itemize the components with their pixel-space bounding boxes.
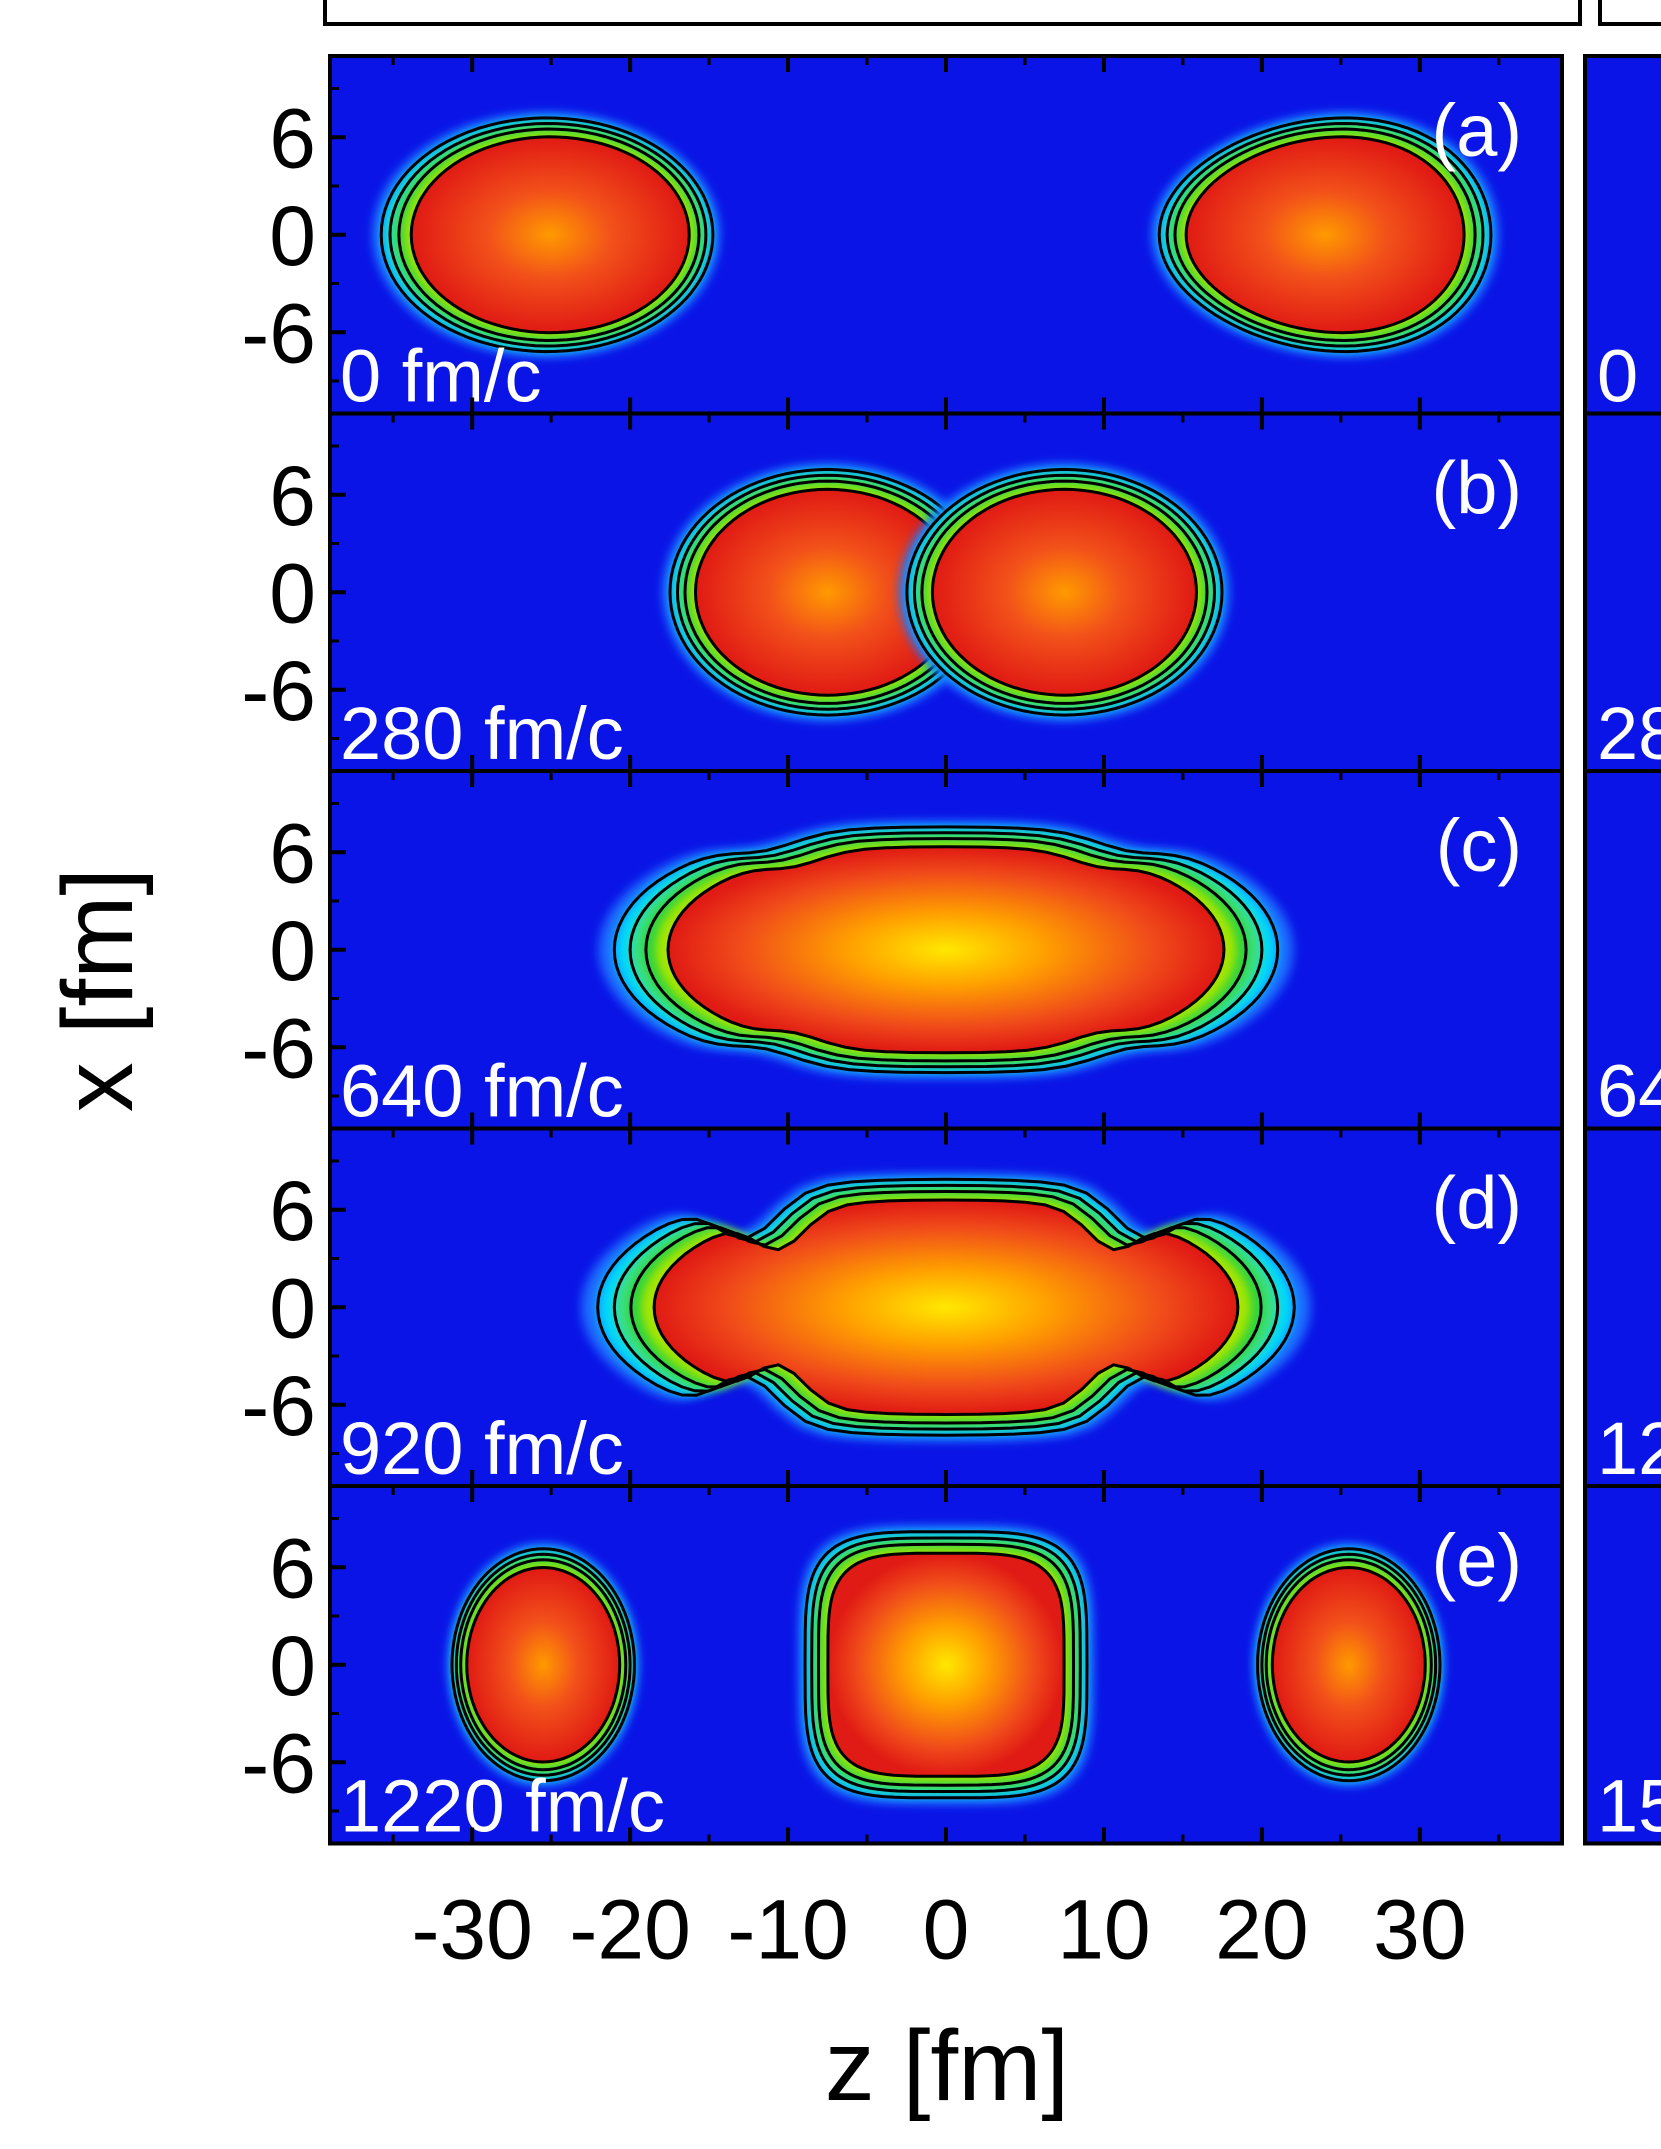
- panel-letter: (b): [1432, 447, 1522, 530]
- contour-line: [1157, 116, 1493, 354]
- panel-d: (d) 920 fm/c: [328, 1126, 1564, 1490]
- contour-line: [803, 1530, 1089, 1800]
- contour-line: [1270, 1565, 1427, 1764]
- right-panel-time-fragment: 64: [1597, 1050, 1661, 1133]
- time-label: 0 fm/c: [340, 335, 541, 418]
- contour-line: [388, 121, 708, 348]
- contour-line: [1184, 135, 1466, 335]
- contour-line: [810, 1536, 1082, 1794]
- y-tick-label: -6: [241, 1359, 316, 1453]
- right-panel-time-fragment: 28: [1597, 692, 1661, 775]
- x-tick-label: 20: [1215, 1883, 1308, 1977]
- time-label: 920 fm/c: [340, 1407, 624, 1490]
- y-tick-label: 6: [269, 1164, 316, 1258]
- right-panel-d: 12: [1583, 1126, 1661, 1490]
- top-title-box-left: [323, 0, 1582, 26]
- x-axis-title: z [fm]: [825, 2010, 1069, 2122]
- contour-line: [450, 1547, 636, 1783]
- x-tick-label: -20: [569, 1883, 690, 1977]
- contour-line: [459, 1558, 628, 1772]
- y-tick-label: -6: [241, 644, 316, 738]
- y-tick-label: 6: [269, 91, 316, 185]
- contour-line: [465, 1565, 622, 1764]
- contour-line: [1264, 1558, 1433, 1772]
- contour-line: [409, 135, 691, 335]
- ticks-layer: -606-606-606-606-606-30 -20 -10 0 10 20 30: [241, 56, 1501, 1977]
- panel-a: (a) 0 fm/c: [328, 54, 1564, 418]
- x-tick-label: -30: [411, 1883, 532, 1977]
- x-tick-label: 30: [1373, 1883, 1466, 1977]
- contour-line: [816, 1542, 1076, 1787]
- density-blob: [372, 112, 720, 358]
- right-panel-time-fragment: 12: [1597, 1407, 1661, 1490]
- y-tick-label: 0: [269, 1261, 316, 1355]
- panel-c: (c) 640 fm/c: [328, 769, 1564, 1133]
- y-tick-label: 6: [269, 806, 316, 900]
- contour-line: [666, 845, 1226, 1055]
- panels-layer: (a) 0 fm/c 0 (b) 280 fm/c 28 (c) 640 fm/c 64 (d) 9…: [328, 54, 1661, 1848]
- density-blob: [899, 463, 1230, 721]
- right-panel-e: 15: [1583, 1484, 1661, 1848]
- contour-line: [652, 1198, 1240, 1417]
- time-label: 280 fm/c: [340, 692, 624, 775]
- panel-b: (b) 280 fm/c: [328, 411, 1564, 775]
- x-tick-label: -10: [727, 1883, 848, 1977]
- density-blob: [662, 463, 993, 721]
- density-blob: [598, 821, 1294, 1079]
- density-blob: [798, 1525, 1094, 1805]
- panel-e: (e) 1220 fm/c: [328, 1484, 1564, 1848]
- y-tick-label: -6: [241, 1001, 316, 1095]
- contour-line: [397, 127, 701, 343]
- contour-line: [826, 1551, 1066, 1778]
- y-tick-label: -6: [241, 286, 316, 380]
- y-tick-label: 0: [269, 546, 316, 640]
- right-panel-time-fragment: 15: [1597, 1765, 1661, 1848]
- contour-line: [920, 479, 1209, 705]
- y-tick-label: 6: [269, 1521, 316, 1615]
- contour-line: [683, 479, 972, 705]
- y-axis-title: x [fm]: [42, 868, 154, 1112]
- y-tick-label: -6: [241, 1716, 316, 1810]
- density-blob: [447, 1543, 639, 1787]
- contour-line: [454, 1552, 632, 1777]
- time-label: 1220 fm/c: [340, 1765, 665, 1848]
- top-title-box-right: [1598, 0, 1661, 26]
- density-blob: [1151, 112, 1499, 358]
- panel-letter: (a): [1432, 89, 1522, 172]
- y-tick-label: 6: [269, 449, 316, 543]
- time-label: 640 fm/c: [340, 1050, 624, 1133]
- contour-line: [912, 473, 1217, 711]
- y-tick-label: 0: [269, 1619, 316, 1713]
- contour-line: [644, 837, 1248, 1063]
- density-blob: [581, 1173, 1311, 1442]
- density-blob: [1253, 1543, 1445, 1787]
- right-panel-b: 28: [1583, 411, 1661, 775]
- x-tick-label: 10: [1057, 1883, 1150, 1977]
- panel-letter: (c): [1436, 804, 1522, 887]
- contour-line: [930, 487, 1199, 697]
- right-panel-time-fragment: 0: [1597, 335, 1638, 418]
- y-tick-label: 0: [269, 189, 316, 283]
- contour-line: [628, 831, 1264, 1069]
- x-tick-label: 0: [923, 1883, 970, 1977]
- right-panel-a: 0: [1583, 54, 1661, 418]
- panel-letter: (e): [1432, 1519, 1522, 1602]
- contour-line: [1173, 127, 1477, 343]
- contour-line: [1260, 1552, 1438, 1777]
- contour-line: [1256, 1547, 1442, 1783]
- contour-line: [1165, 121, 1485, 348]
- panel-letter: (d): [1432, 1162, 1522, 1245]
- contour-line: [379, 116, 715, 354]
- contour-line: [612, 825, 1280, 1075]
- contour-line: [675, 473, 980, 711]
- y-tick-label: 0: [269, 904, 316, 998]
- contour-line: [668, 467, 987, 717]
- contour-line: [905, 467, 1224, 717]
- right-panel-c: 64: [1583, 769, 1661, 1133]
- contour-line: [693, 487, 962, 697]
